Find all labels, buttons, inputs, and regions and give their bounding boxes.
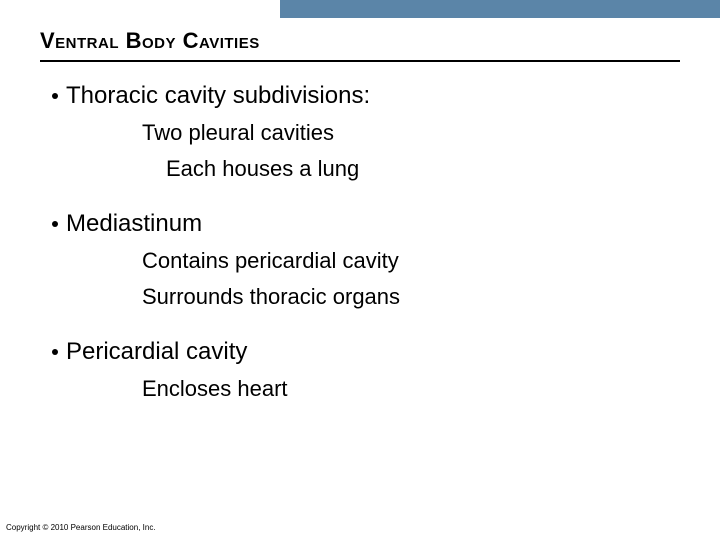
sub-item: Each houses a lung: [40, 156, 680, 182]
title-underline: [40, 60, 680, 62]
bullet-text: Thoracic cavity subdivisions:: [66, 82, 370, 109]
sub-item: Surrounds thoracic organs: [40, 284, 680, 310]
bullet-item: Mediastinum: [40, 210, 680, 238]
sub-item: Contains pericardial cavity: [40, 248, 680, 274]
copyright-text: Copyright © 2010 Pearson Education, Inc.: [6, 523, 156, 532]
sub-text: Encloses heart: [142, 376, 288, 401]
bullet-item: Pericardial cavity: [40, 338, 680, 366]
header-accent-bar: [280, 0, 720, 18]
bullet-text: Mediastinum: [66, 210, 202, 237]
sub-item: Encloses heart: [40, 376, 680, 402]
slide-title: Ventral Body Cavities: [40, 28, 260, 54]
bullet-text: Pericardial cavity: [66, 338, 247, 365]
sub-text: Two pleural cavities: [142, 120, 334, 145]
sub-text: Each houses a lung: [166, 156, 359, 181]
bullet-item: Thoracic cavity subdivisions:: [40, 82, 680, 110]
bullet-dot-icon: [52, 93, 58, 99]
sub-item: Two pleural cavities: [40, 120, 680, 146]
slide-body: Thoracic cavity subdivisions: Two pleura…: [40, 82, 680, 402]
bullet-dot-icon: [52, 349, 58, 355]
sub-text: Contains pericardial cavity: [142, 248, 399, 273]
bullet-dot-icon: [52, 221, 58, 227]
sub-text: Surrounds thoracic organs: [142, 284, 400, 309]
